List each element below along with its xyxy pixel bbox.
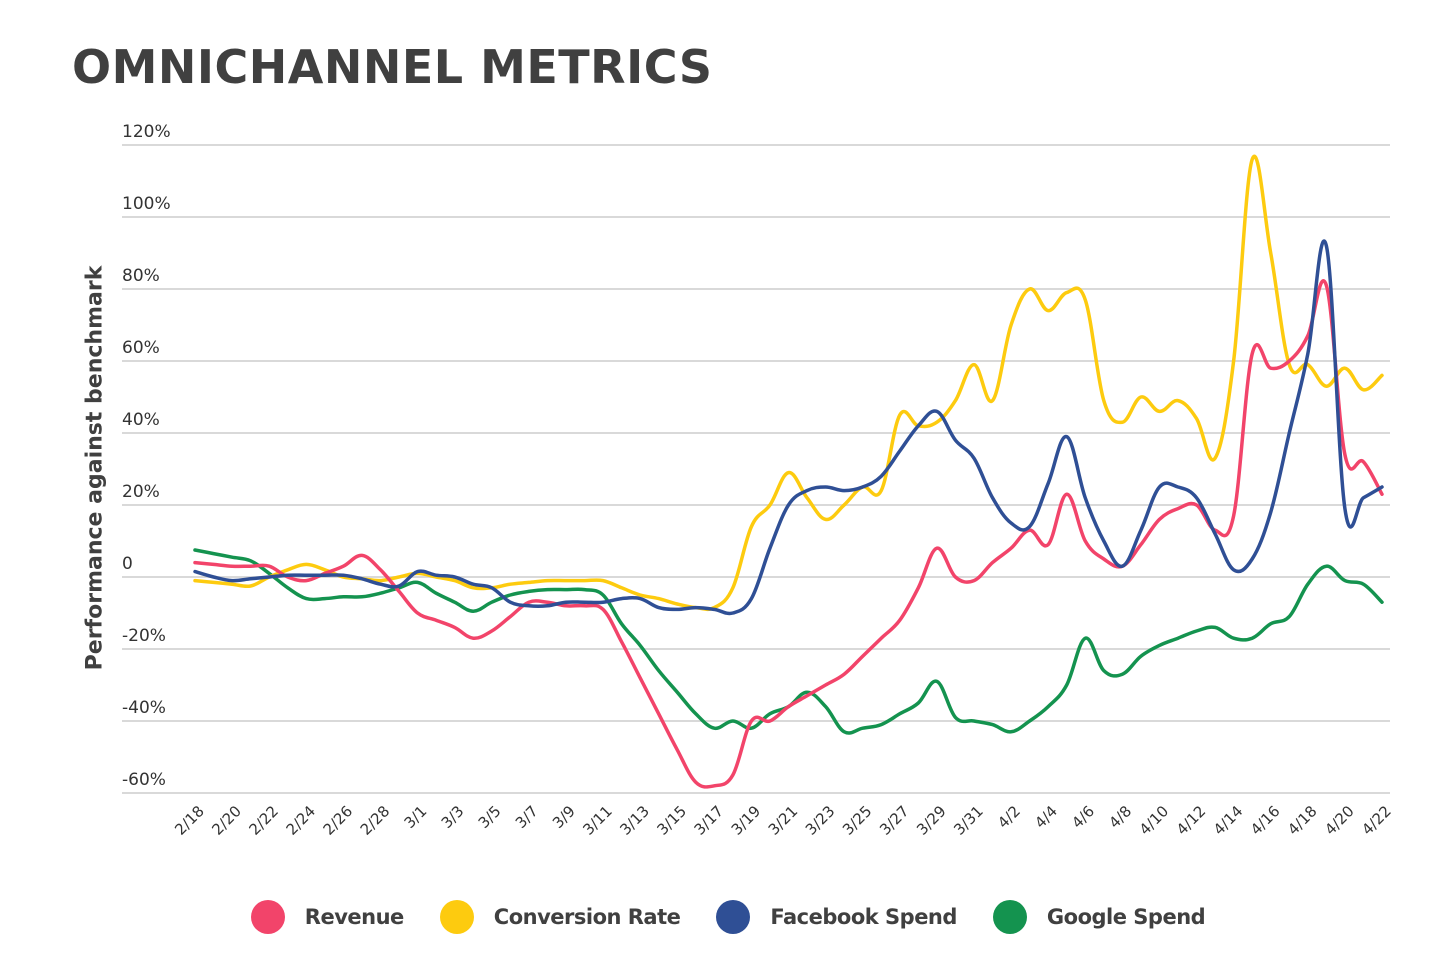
x-tick-label: 3/15 (653, 802, 690, 839)
series-line-conversion-rate (193, 154, 1384, 612)
x-tick-label: 4/22 (1358, 802, 1395, 839)
legend-dot-facebook-spend (716, 900, 751, 934)
x-tick-label: 3/9 (549, 802, 579, 832)
x-tick-label: 3/31 (950, 802, 987, 839)
legend: Revenue Conversion Rate Facebook Spend G… (0, 900, 1456, 934)
legend-dot-google-spend (992, 900, 1027, 934)
x-tick-label: 2/18 (171, 802, 208, 839)
series-line-facebook-spend (193, 239, 1384, 616)
y-tick-label: 100% (122, 194, 171, 214)
x-tick-label: 3/29 (913, 802, 950, 839)
y-tick-label: -20% (122, 626, 166, 646)
legend-label: Google Spend (1046, 905, 1206, 929)
x-tick-label: 4/6 (1068, 802, 1098, 832)
x-tick-label: 4/2 (994, 802, 1024, 832)
gridlines (122, 144, 1390, 794)
chart-title: OMNICHANNEL METRICS (72, 40, 713, 94)
x-tick-label: 3/17 (691, 802, 728, 839)
x-tick-label: 3/19 (728, 802, 765, 839)
y-tick-label: -40% (122, 698, 166, 718)
legend-item-facebook-spend[interactable]: Facebook Spend (716, 900, 957, 934)
legend-label: Facebook Spend (770, 905, 957, 929)
x-tick-label: 4/18 (1284, 802, 1321, 839)
x-tick-label: 4/4 (1031, 802, 1061, 832)
x-tick-label: 3/1 (401, 802, 431, 832)
legend-item-conversion-rate[interactable]: Conversion Rate (439, 900, 681, 934)
x-tick-label: 3/25 (839, 802, 876, 839)
x-tick-label: 4/10 (1136, 802, 1173, 839)
x-tick-label: 3/21 (765, 802, 802, 839)
x-tick-label: 4/20 (1321, 802, 1358, 839)
y-axis-ticks: -60% -40% -20% 0 20% 40% 60% 80% 100% 120% (122, 122, 171, 790)
x-tick-label: 3/13 (616, 802, 653, 839)
x-tick-label: 3/23 (802, 802, 839, 839)
series-lines (193, 154, 1384, 789)
x-tick-label: 2/24 (283, 802, 320, 839)
x-tick-label: 4/8 (1105, 802, 1135, 832)
x-tick-label: 3/5 (475, 802, 505, 832)
legend-label: Conversion Rate (493, 905, 681, 929)
legend-dot-revenue (250, 900, 285, 934)
x-tick-label: 2/26 (320, 802, 357, 839)
x-tick-label: 2/28 (357, 802, 394, 839)
x-tick-label: 4/16 (1247, 802, 1284, 839)
legend-dot-conversion-rate (439, 900, 474, 934)
y-tick-label: 120% (122, 122, 171, 142)
y-tick-label: 20% (122, 482, 160, 502)
legend-label: Revenue (304, 905, 405, 929)
y-tick-label: 0 (122, 554, 133, 574)
legend-item-revenue[interactable]: Revenue (250, 900, 405, 934)
y-tick-label: -60% (122, 770, 166, 790)
series-line-revenue (193, 279, 1384, 789)
legend-item-google-spend[interactable]: Google Spend (992, 900, 1206, 934)
x-tick-label: 3/11 (579, 802, 616, 839)
x-tick-label: 3/3 (438, 802, 468, 832)
x-axis-ticks: 2/18 2/20 2/22 2/24 2/26 2/28 3/1 3/3 3/5 3/7 3/9 3… (171, 802, 1395, 839)
x-tick-label: 4/14 (1210, 802, 1247, 839)
x-tick-label: 3/27 (876, 802, 913, 839)
y-tick-label: 40% (122, 410, 160, 430)
y-tick-label: 60% (122, 338, 160, 358)
x-tick-label: 3/7 (512, 802, 542, 832)
y-tick-label: 80% (122, 266, 160, 286)
x-tick-label: 2/22 (245, 802, 282, 839)
x-tick-label: 4/12 (1173, 802, 1210, 839)
x-tick-label: 2/20 (208, 802, 245, 839)
